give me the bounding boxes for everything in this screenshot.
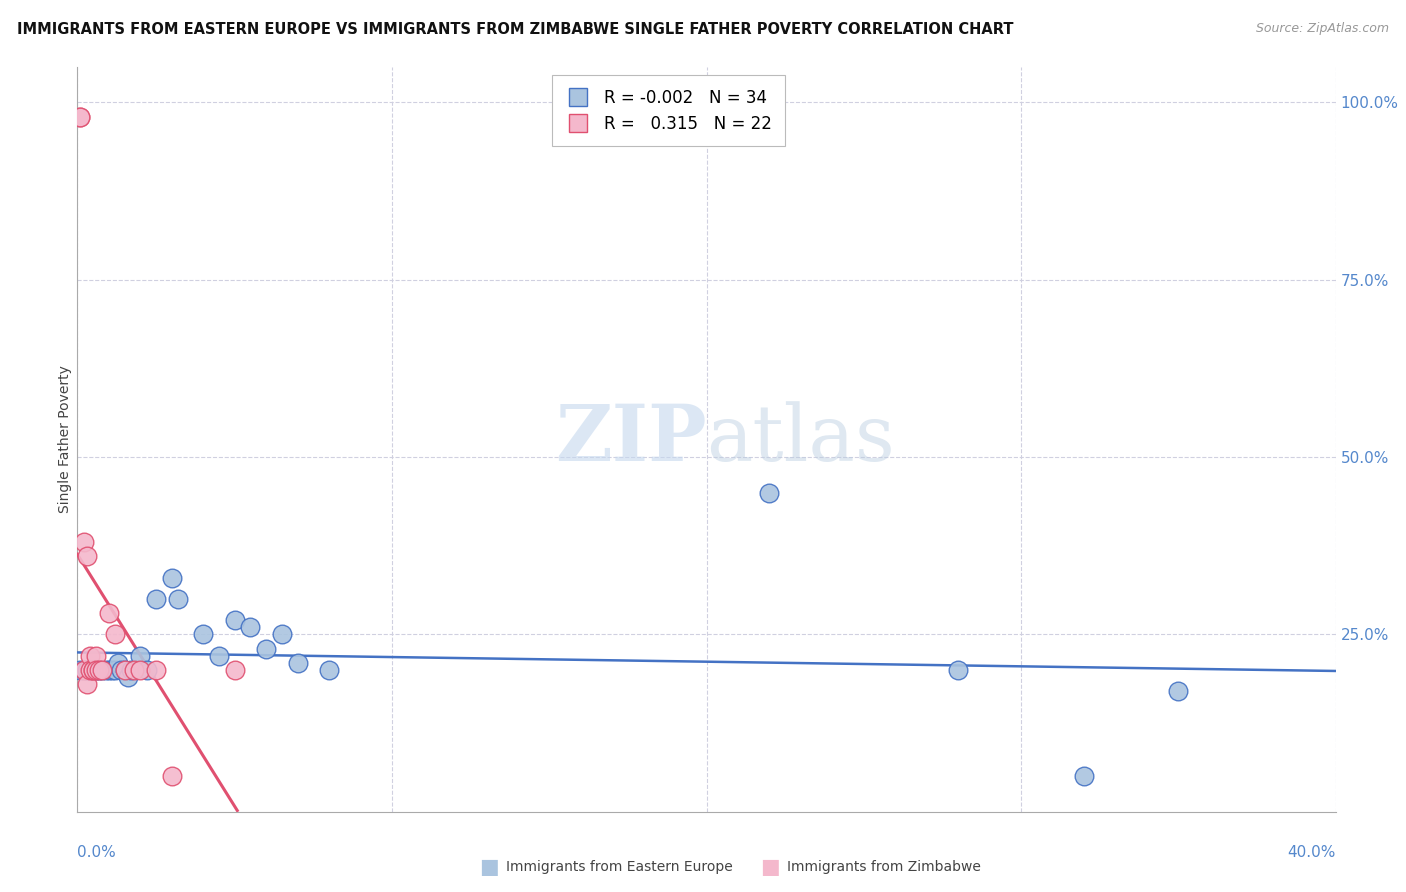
Text: ■: ■ [761,857,780,877]
Point [239,620,262,634]
Point [114,663,136,677]
Point [254,641,277,656]
Point [89,663,111,677]
Point [110,663,132,677]
Point [208,648,231,663]
Point [318,663,340,677]
Point [135,663,157,677]
Text: Source: ZipAtlas.com: Source: ZipAtlas.com [1256,22,1389,36]
Point [79,648,101,663]
Y-axis label: Single Father Poverty: Single Father Poverty [58,366,72,513]
Point [72,663,94,677]
Point [1167,684,1189,698]
Point [129,648,152,663]
Point [82,663,104,677]
Point [129,663,152,677]
Point [1073,769,1095,783]
Point [224,663,246,677]
Point [69,110,91,124]
Point [94,663,117,677]
Point [114,663,136,677]
Point [91,663,114,677]
Point [191,627,215,641]
Point [107,656,129,670]
Point [79,663,101,677]
Text: ZIP: ZIP [555,401,707,477]
Point [76,663,98,677]
Point [287,656,309,670]
Text: ■: ■ [479,857,499,877]
Point [91,663,114,677]
Point [82,663,104,677]
Point [79,663,101,677]
Point [97,606,120,620]
Point [122,663,145,677]
Point [160,769,183,783]
Point [224,613,246,627]
Point [72,663,94,677]
Point [101,663,124,677]
Point [117,670,139,684]
Legend: R = -0.002   N = 34, R =   0.315   N = 22: R = -0.002 N = 34, R = 0.315 N = 22 [553,75,785,146]
Point [84,648,107,663]
Text: Immigrants from Zimbabwe: Immigrants from Zimbabwe [787,860,981,874]
Point [758,485,780,500]
Point [76,677,98,691]
Point [82,663,104,677]
Point [270,627,292,641]
Point [89,663,111,677]
Point [104,627,127,641]
Point [145,591,167,606]
Point [104,663,127,677]
Text: IMMIGRANTS FROM EASTERN EUROPE VS IMMIGRANTS FROM ZIMBABWE SINGLE FATHER POVERTY: IMMIGRANTS FROM EASTERN EUROPE VS IMMIGR… [17,22,1014,37]
Point [97,663,120,677]
Point [72,535,94,549]
Point [145,663,167,677]
Point [160,571,183,585]
Point [948,663,970,677]
Text: 0.0%: 0.0% [77,846,117,860]
Text: atlas: atlas [707,401,896,477]
Point [120,663,142,677]
Point [76,549,98,564]
Text: 40.0%: 40.0% [1288,846,1336,860]
Text: Immigrants from Eastern Europe: Immigrants from Eastern Europe [506,860,733,874]
Point [69,663,91,677]
Point [84,663,107,677]
Point [69,110,91,124]
Point [167,591,190,606]
Point [84,663,107,677]
